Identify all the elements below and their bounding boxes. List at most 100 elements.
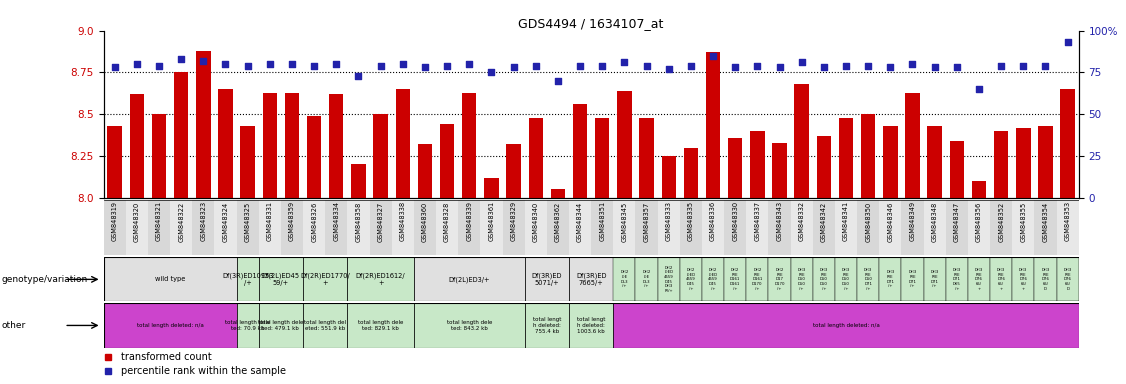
Point (461, 61, 479, 67)
Bar (262, 93, 277, 198)
Text: GSM848346: GSM848346 (887, 201, 893, 242)
Bar (285, 93, 300, 198)
Bar (170, 200, 193, 255)
Bar (813, 200, 834, 255)
Bar (369, 200, 392, 255)
Text: GSM848324: GSM848324 (223, 201, 229, 242)
Text: GSM848341: GSM848341 (843, 201, 849, 242)
Point (527, 63, 545, 69)
Text: percentile rank within the sample: percentile rank within the sample (122, 366, 286, 376)
Text: GSM848349: GSM848349 (910, 201, 915, 242)
Bar (280, 200, 303, 255)
Bar (879, 257, 902, 301)
Bar (928, 126, 941, 198)
Bar (790, 200, 813, 255)
Bar (706, 53, 721, 198)
Point (216, 61, 234, 67)
Point (1015, 63, 1033, 69)
Bar (152, 114, 167, 198)
Bar (1016, 127, 1030, 198)
Text: GSM848362: GSM848362 (555, 201, 561, 242)
Text: GSM848328: GSM848328 (444, 201, 450, 242)
Text: Df(2
L)E
DL3
/+: Df(2 L)E DL3 /+ (620, 270, 628, 288)
Text: Df(3
R)E
D76
65/
+: Df(3 R)E D76 65/ + (975, 268, 983, 291)
Text: GSM848352: GSM848352 (998, 201, 1004, 242)
Bar (329, 94, 343, 198)
Bar (680, 200, 701, 255)
Text: GSM848319: GSM848319 (111, 201, 118, 242)
Bar (839, 118, 854, 198)
Bar (680, 257, 701, 301)
Text: Df(2
R)E
D17
D170
/+: Df(2 R)E D17 D170 /+ (775, 268, 785, 291)
Point (837, 63, 855, 69)
Text: wild type: wild type (155, 276, 186, 282)
Text: GSM848333: GSM848333 (665, 201, 672, 242)
Text: total length dele
ted: 479.1 kb: total length dele ted: 479.1 kb (258, 320, 304, 331)
Point (992, 63, 1010, 69)
Bar (481, 200, 502, 255)
Point (150, 63, 168, 69)
Text: GSM848350: GSM848350 (865, 201, 872, 242)
Text: Df(2
R)E
D161
D170
/+: Df(2 R)E D161 D170 /+ (752, 268, 762, 291)
Text: Df(3
R)E
D71
/+: Df(3 R)E D71 /+ (909, 270, 917, 288)
Text: GSM848359: GSM848359 (289, 201, 295, 242)
Bar (325, 200, 347, 255)
Text: total length deleted: n/a: total length deleted: n/a (813, 323, 879, 328)
Bar (374, 114, 387, 198)
Bar (768, 200, 790, 255)
Bar (458, 200, 481, 255)
Bar (392, 200, 414, 255)
Text: GSM848344: GSM848344 (577, 201, 583, 242)
Text: Df(3
R)E
D50
D50
/+: Df(3 R)E D50 D50 /+ (820, 268, 828, 291)
Point (1036, 63, 1054, 69)
Bar (569, 257, 614, 301)
Text: GSM848325: GSM848325 (244, 201, 251, 242)
Bar (701, 200, 724, 255)
Bar (193, 200, 214, 255)
Point (239, 63, 257, 69)
Bar (525, 303, 569, 348)
Point (372, 63, 390, 69)
Title: GDS4494 / 1634107_at: GDS4494 / 1634107_at (518, 17, 664, 30)
Bar (747, 200, 768, 255)
Text: Df(2
L)ED
4559
D45
/+: Df(2 L)ED 4559 D45 /+ (708, 268, 718, 291)
Bar (484, 178, 499, 198)
Bar (104, 257, 236, 301)
Point (660, 66, 678, 72)
Text: total length del
eted: 551.9 kb: total length del eted: 551.9 kb (304, 320, 346, 331)
Bar (569, 303, 614, 348)
Bar (440, 124, 454, 198)
Point (415, 65, 434, 71)
Text: total lengt
h deleted:
755.4 kb: total lengt h deleted: 755.4 kb (533, 317, 561, 334)
Bar (835, 200, 857, 255)
Bar (303, 257, 347, 301)
Text: genotype/variation: genotype/variation (1, 275, 88, 284)
Bar (104, 303, 236, 348)
Bar (196, 51, 211, 198)
Bar (857, 257, 879, 301)
Point (882, 65, 900, 71)
Text: GSM848351: GSM848351 (599, 201, 606, 242)
Text: Df(3
R)E
D76
65/
+: Df(3 R)E D76 65/ + (997, 268, 1006, 291)
Bar (347, 200, 369, 255)
Point (704, 53, 722, 59)
Bar (946, 200, 968, 255)
Point (349, 73, 367, 79)
Text: GSM848335: GSM848335 (688, 201, 694, 242)
Bar (591, 200, 614, 255)
Text: other: other (1, 321, 26, 330)
Bar (414, 200, 436, 255)
Bar (994, 131, 1009, 198)
Bar (768, 257, 790, 301)
Text: GSM848361: GSM848361 (489, 201, 494, 242)
Point (859, 63, 877, 69)
Point (770, 65, 788, 71)
Text: GSM848320: GSM848320 (134, 201, 140, 242)
Bar (1035, 200, 1056, 255)
Bar (795, 84, 808, 198)
Bar (772, 142, 787, 198)
Bar (218, 89, 233, 198)
Bar (303, 303, 347, 348)
Bar (573, 104, 588, 198)
Bar (129, 94, 144, 198)
